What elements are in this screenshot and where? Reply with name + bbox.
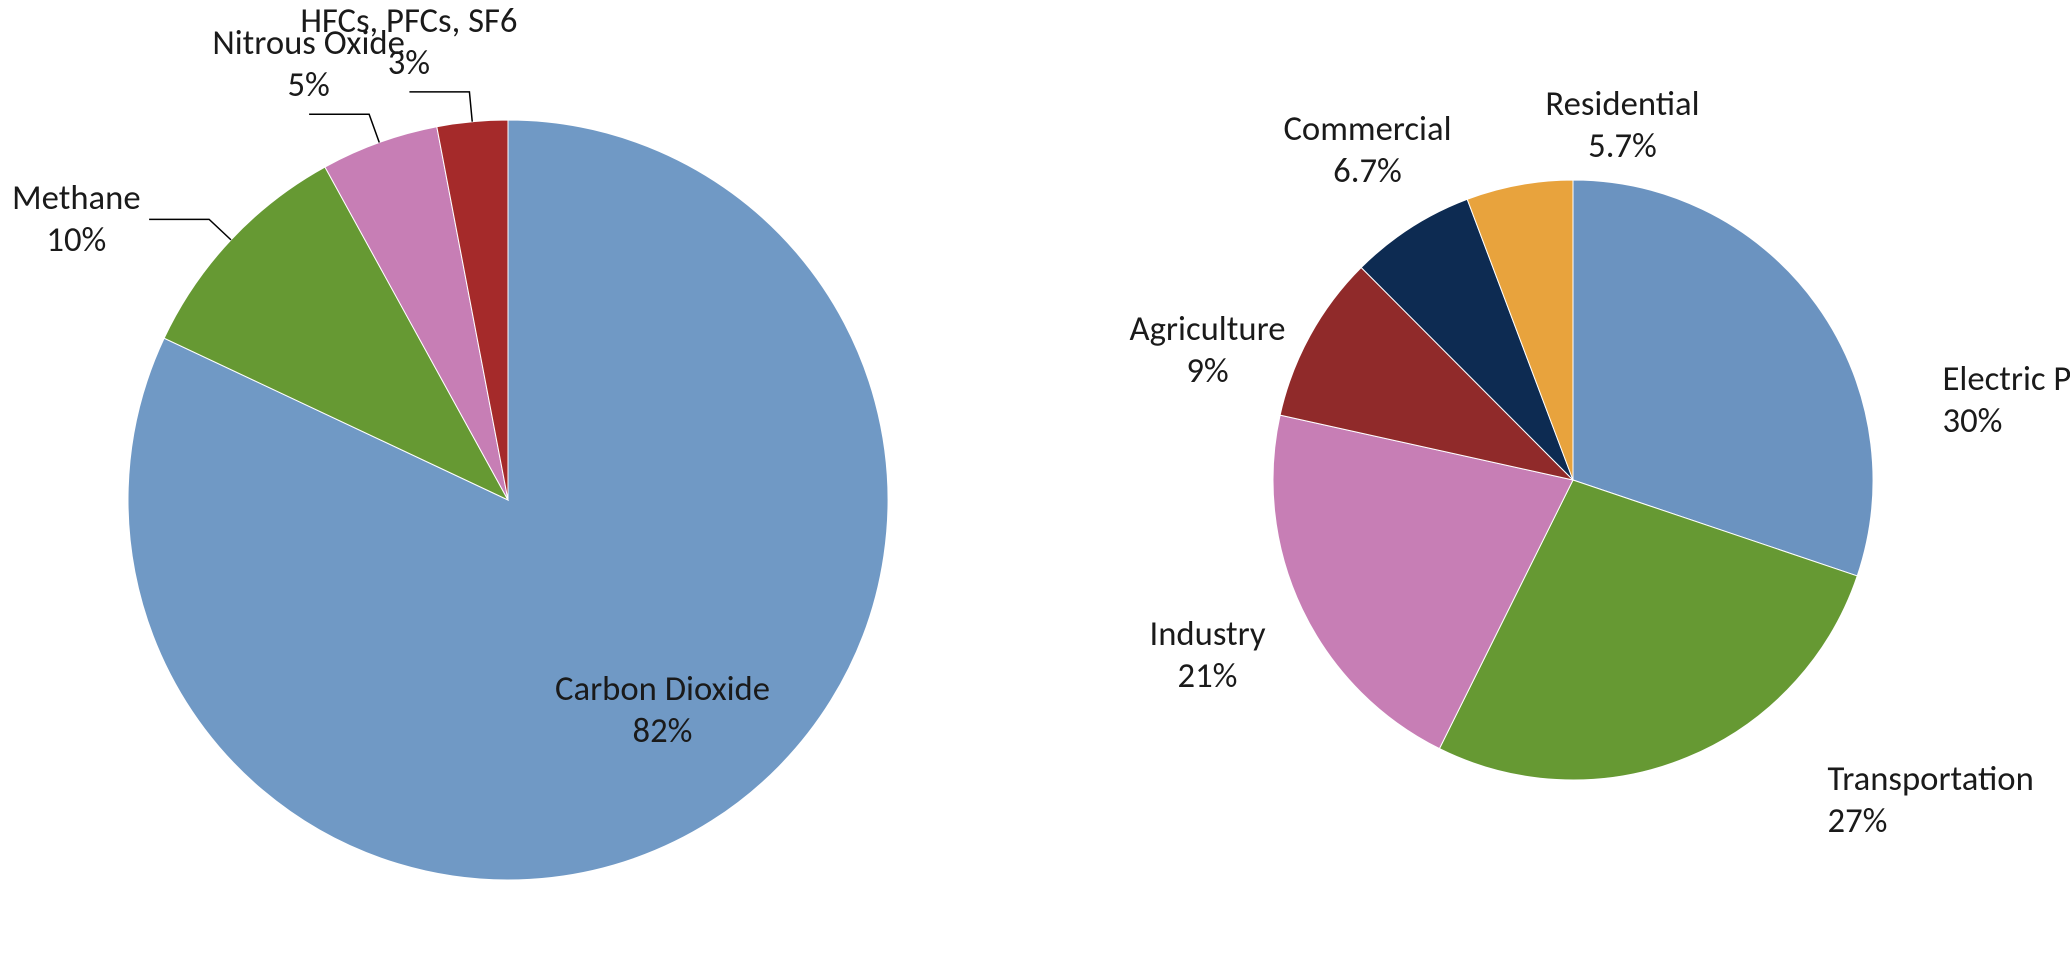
slice-name: Transportation	[1828, 758, 2034, 800]
pie-slice-label: Electric Power30%	[1943, 358, 2070, 442]
slice-name: Residential	[1545, 83, 1699, 125]
slice-name: Commercial	[1283, 108, 1451, 150]
pie-slice-label: HFCs, PFCs, SF63%	[300, 0, 517, 84]
pie-slice-label: Commercial6.7%	[1283, 108, 1451, 192]
slice-name: Electric Power	[1943, 358, 2070, 400]
slice-name: Carbon Dioxide	[555, 668, 770, 710]
slice-name: Industry	[1149, 613, 1265, 655]
pie-slice-label: Transportation27%	[1828, 758, 2034, 842]
slice-percent: 9%	[1130, 350, 1286, 392]
leader-line	[149, 219, 231, 240]
pie-chart-gases: Carbon Dioxide82%Methane10%Nitrous Oxide…	[38, 0, 998, 951]
slice-percent: 6.7%	[1283, 150, 1451, 192]
slice-percent: 27%	[1828, 800, 2034, 842]
leader-line	[409, 92, 472, 122]
slice-name: Agriculture	[1130, 308, 1286, 350]
slice-percent: 3%	[300, 42, 517, 84]
slice-percent: 21%	[1149, 655, 1265, 697]
slice-name: Methane	[12, 177, 141, 219]
pie-chart-sectors: Electric Power30%Transportation27%Indust…	[1073, 0, 2033, 951]
slice-name: HFCs, PFCs, SF6	[300, 0, 517, 42]
pie-slice-label: Methane10%	[12, 177, 141, 261]
pie-slice-label: Residential5.7%	[1545, 83, 1699, 167]
slice-percent: 82%	[555, 710, 770, 752]
pie-slice-label: Carbon Dioxide82%	[555, 668, 770, 752]
slice-percent: 5.7%	[1545, 125, 1699, 167]
slice-percent: 10%	[12, 219, 141, 261]
leader-line	[309, 114, 379, 142]
pie-slice-label: Agriculture9%	[1130, 308, 1286, 392]
slice-percent: 30%	[1943, 400, 2070, 442]
pie-svg-gases	[38, 0, 998, 951]
chart-container: Carbon Dioxide82%Methane10%Nitrous Oxide…	[0, 0, 2070, 951]
pie-slice-label: Industry21%	[1149, 613, 1265, 697]
